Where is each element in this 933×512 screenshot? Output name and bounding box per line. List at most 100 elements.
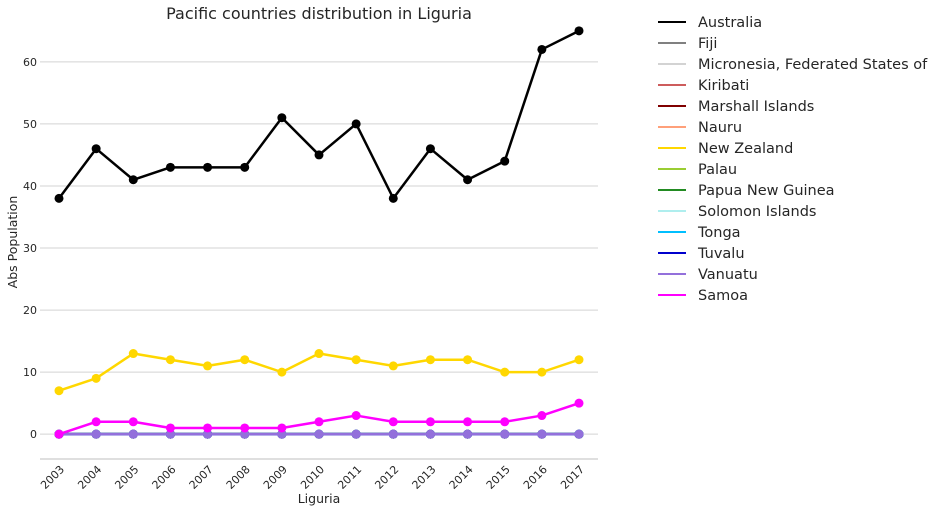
x-tick-label: 2006 — [150, 463, 179, 492]
data-point — [128, 175, 138, 185]
data-point — [54, 193, 64, 203]
legend-item: Nauru — [658, 120, 742, 136]
data-point — [351, 355, 361, 365]
data-point — [128, 349, 138, 359]
series-samoa — [54, 398, 584, 439]
data-point — [425, 144, 435, 154]
x-tick-label: 2009 — [261, 463, 290, 492]
data-point — [128, 429, 138, 439]
data-point — [91, 373, 101, 383]
data-point — [500, 156, 510, 166]
x-tick-label: 2013 — [410, 463, 439, 492]
legend-label: Micronesia, Federated States of — [698, 57, 928, 73]
x-tick-label: 2014 — [447, 463, 476, 492]
y-tick-label: 60 — [23, 56, 37, 69]
legend-item: Tonga — [658, 225, 741, 241]
data-point — [463, 429, 473, 439]
data-point — [165, 355, 175, 365]
data-point — [277, 113, 287, 123]
data-point — [388, 417, 398, 427]
data-point — [574, 429, 584, 439]
legend-item: Australia — [658, 15, 762, 31]
legend-label: Kiribati — [698, 78, 749, 94]
legend-item: Solomon Islands — [658, 204, 816, 220]
legend-label: Vanuatu — [698, 267, 758, 283]
data-point — [500, 429, 510, 439]
data-point — [54, 429, 64, 439]
data-point — [240, 162, 250, 172]
legend-item: Micronesia, Federated States of — [658, 57, 928, 73]
legend-label: Tonga — [697, 225, 741, 241]
data-point — [425, 417, 435, 427]
legend-label: Tuvalu — [697, 246, 745, 262]
data-point — [574, 26, 584, 36]
series-new-zealand — [54, 349, 584, 396]
data-point — [351, 119, 361, 129]
data-point — [537, 367, 547, 377]
series-lines — [54, 26, 584, 439]
y-tick-label: 0 — [30, 428, 37, 441]
data-point — [351, 429, 361, 439]
legend-item: Palau — [658, 162, 737, 178]
data-point — [500, 367, 510, 377]
data-point — [574, 355, 584, 365]
legend-item: Samoa — [658, 288, 748, 304]
data-point — [203, 162, 213, 172]
data-point — [240, 355, 250, 365]
x-tick-label: 2003 — [38, 463, 67, 492]
data-point — [203, 429, 213, 439]
legend-item: Kiribati — [658, 78, 749, 94]
gridlines — [40, 61, 598, 435]
data-point — [537, 411, 547, 421]
legend-item: Tuvalu — [658, 246, 745, 262]
y-tick-label: 20 — [23, 304, 37, 317]
x-tick-label: 2007 — [187, 463, 216, 492]
data-point — [165, 429, 175, 439]
data-point — [165, 423, 175, 433]
legend-label: Nauru — [698, 120, 742, 136]
legend: Australia Fiji Micronesia, Federated State… — [658, 15, 928, 304]
legend-label: Samoa — [698, 288, 748, 304]
series-line — [57, 29, 580, 200]
data-point — [425, 429, 435, 439]
data-point — [500, 417, 510, 427]
x-tick-label: 2004 — [75, 463, 104, 492]
data-point — [91, 144, 101, 154]
legend-item: Fiji — [658, 36, 717, 52]
data-point — [463, 175, 473, 185]
x-axis-label: Liguria — [298, 491, 341, 506]
series-australia — [54, 26, 584, 203]
data-point — [463, 355, 473, 365]
legend-label: Australia — [698, 15, 762, 31]
data-point — [240, 429, 250, 439]
data-point — [537, 429, 547, 439]
data-point — [314, 349, 324, 359]
data-point — [203, 423, 213, 433]
y-tick-label: 50 — [23, 118, 37, 131]
data-point — [277, 423, 287, 433]
data-point — [351, 411, 361, 421]
series-vanuatu — [54, 429, 584, 439]
x-tick-label: 2008 — [224, 463, 253, 492]
data-point — [574, 398, 584, 408]
legend-label: New Zealand — [698, 141, 793, 157]
legend-item: New Zealand — [658, 141, 793, 157]
y-tick-label: 10 — [23, 366, 37, 379]
x-tick-label: 2017 — [558, 463, 587, 492]
data-point — [314, 150, 324, 160]
data-point — [388, 193, 398, 203]
legend-label: Solomon Islands — [698, 204, 816, 220]
legend-label: Palau — [698, 162, 737, 178]
x-tick-label: 2016 — [521, 463, 550, 492]
data-point — [277, 367, 287, 377]
data-point — [54, 386, 64, 396]
data-point — [388, 429, 398, 439]
data-point — [388, 361, 398, 371]
data-point — [463, 417, 473, 427]
legend-item: Papua New Guinea — [658, 183, 835, 199]
data-point — [203, 361, 213, 371]
legend-label: Marshall Islands — [698, 99, 814, 115]
x-tick-label: 2012 — [372, 463, 401, 492]
axes: 0 10 20 30 40 50 60 2003 2004 2005 2006 2007 2008 200… — [23, 56, 598, 492]
